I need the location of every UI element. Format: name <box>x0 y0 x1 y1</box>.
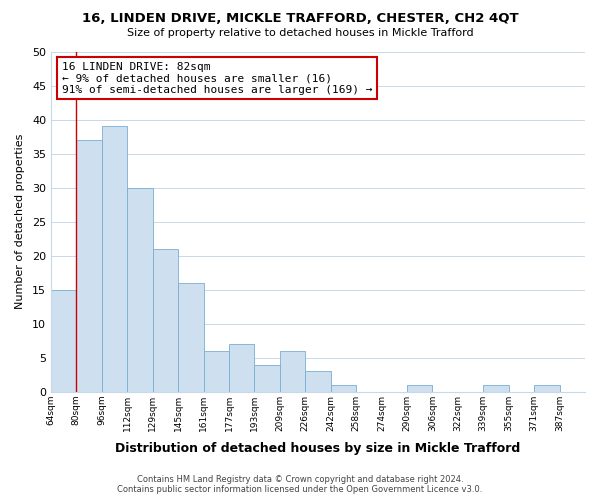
Bar <box>203 351 229 392</box>
Bar <box>254 364 280 392</box>
Bar <box>280 351 305 392</box>
Bar <box>76 140 102 392</box>
Bar <box>229 344 254 392</box>
Text: Contains HM Land Registry data © Crown copyright and database right 2024.
Contai: Contains HM Land Registry data © Crown c… <box>118 474 482 494</box>
Bar <box>127 188 152 392</box>
Text: 16, LINDEN DRIVE, MICKLE TRAFFORD, CHESTER, CH2 4QT: 16, LINDEN DRIVE, MICKLE TRAFFORD, CHEST… <box>82 12 518 26</box>
Bar <box>152 249 178 392</box>
Bar <box>534 385 560 392</box>
Text: Size of property relative to detached houses in Mickle Trafford: Size of property relative to detached ho… <box>127 28 473 38</box>
Text: 16 LINDEN DRIVE: 82sqm
← 9% of detached houses are smaller (16)
91% of semi-deta: 16 LINDEN DRIVE: 82sqm ← 9% of detached … <box>62 62 372 95</box>
X-axis label: Distribution of detached houses by size in Mickle Trafford: Distribution of detached houses by size … <box>115 442 521 455</box>
Bar <box>102 126 127 392</box>
Bar <box>331 385 356 392</box>
Bar <box>51 290 76 392</box>
Bar <box>483 385 509 392</box>
Y-axis label: Number of detached properties: Number of detached properties <box>15 134 25 310</box>
Bar <box>407 385 433 392</box>
Bar <box>305 372 331 392</box>
Bar <box>178 283 203 392</box>
